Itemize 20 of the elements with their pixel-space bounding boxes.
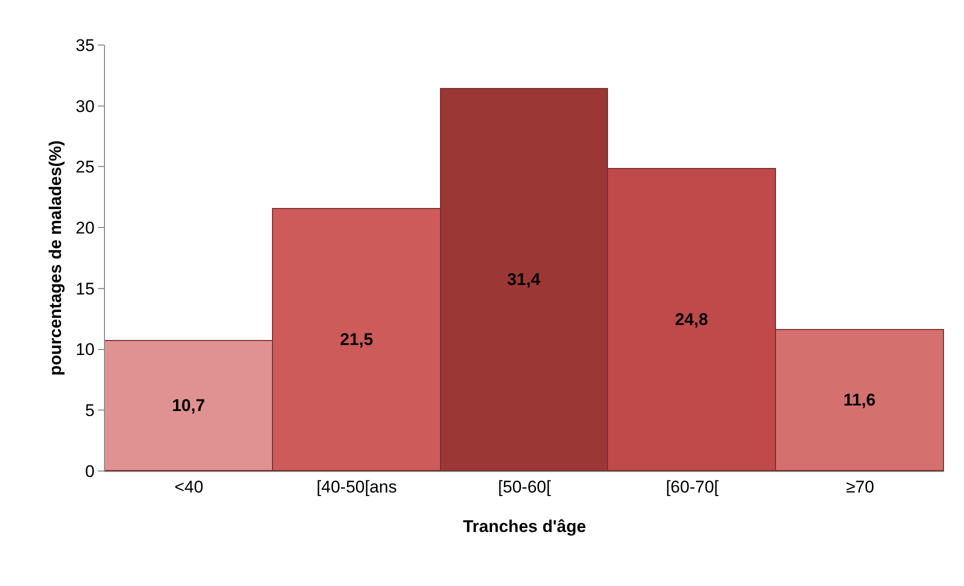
data-label: 21,5 <box>340 330 374 349</box>
y-tick-label: 0 <box>85 462 95 481</box>
x-axis-title: Tranches d'âge <box>462 517 586 536</box>
data-label: 24,8 <box>674 310 708 329</box>
data-label: 31,4 <box>507 270 541 289</box>
data-label: 10,7 <box>172 396 206 415</box>
data-label: 11,6 <box>843 390 876 410</box>
y-tick-label: 35 <box>76 36 95 55</box>
y-axis-title: pourcentages de malades(%) <box>46 140 65 376</box>
y-tick-label: 15 <box>76 279 95 298</box>
y-tick-label: 10 <box>76 340 95 360</box>
y-tick-label: 30 <box>76 96 95 116</box>
y-tick-label: 20 <box>76 218 95 238</box>
y-tick-label: 25 <box>76 158 95 177</box>
y-tick-label: 5 <box>85 401 95 420</box>
x-tick-label: [40-50[ans <box>316 477 397 496</box>
x-tick-label: [60-70[ <box>666 477 720 496</box>
x-tick-label: <40 <box>174 477 204 496</box>
x-tick-label: [50-60[ <box>498 477 552 496</box>
x-tick-label: ≥70 <box>846 477 874 496</box>
